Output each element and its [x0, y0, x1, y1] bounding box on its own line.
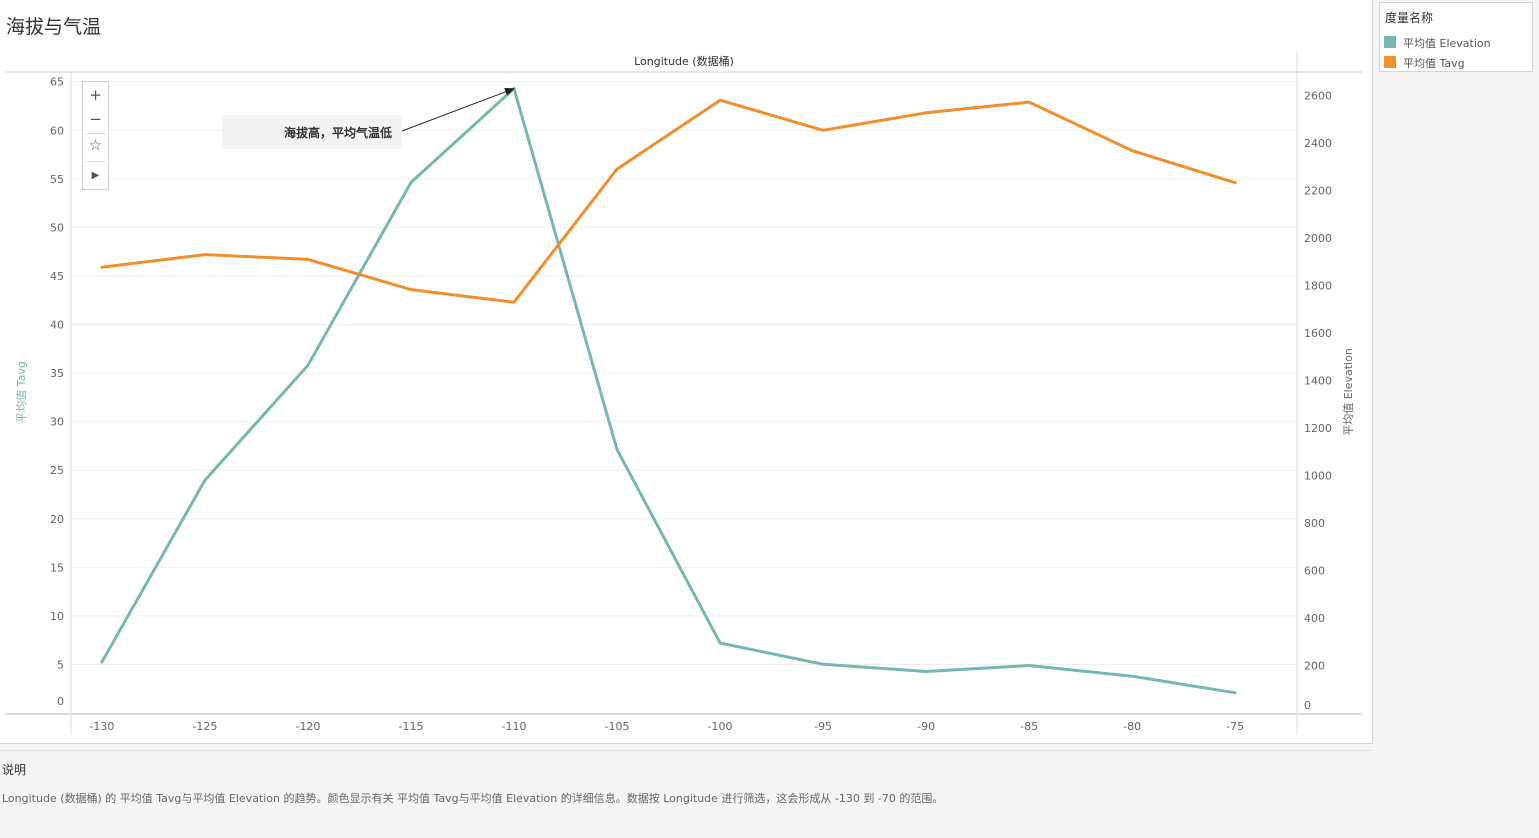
y-left-tick-label: 40: [50, 319, 64, 332]
series-lines: [100, 87, 1237, 695]
y-right-tick-label: 800: [1304, 517, 1325, 530]
worksheet-panel: 0 5 10 15 20 25 30 35 40 45 50 55 60 65 0 200 400 600 800 1…: [0, 0, 1373, 744]
legend-label-tavg: 平均值 Tavg: [1403, 57, 1465, 70]
minus-icon: −: [89, 110, 102, 128]
y-right-tick-label: 2400: [1304, 137, 1332, 150]
x-tick-label: -130: [89, 720, 114, 733]
y-left-tick-label: 60: [50, 124, 64, 137]
caption-panel: 说明 Longitude (数据桶) 的 平均值 Tavg与平均值 Elevat…: [0, 750, 1372, 837]
y-right-tick-label: 400: [1304, 612, 1325, 625]
y-left-tick-label: 5: [57, 658, 64, 671]
annotation-box[interactable]: 海拔高，平均气温低: [222, 115, 402, 149]
y-left-tick-label: 45: [50, 270, 64, 283]
y-right-tick-label: 1800: [1304, 280, 1332, 293]
axes: [5, 52, 1362, 735]
y-right-tick-label: 2000: [1304, 232, 1332, 245]
y-right-tick-label: 1200: [1304, 422, 1332, 435]
legend-swatch-elevation: [1384, 36, 1396, 48]
annotation-arrow: [401, 88, 515, 132]
series-line-elevation: [100, 87, 1237, 695]
legend-title: 度量名称: [1385, 11, 1434, 25]
play-button[interactable]: ▶: [83, 164, 108, 188]
y-right-tick-label: 2600: [1304, 90, 1332, 103]
y-left-tick-label: 10: [50, 610, 64, 623]
play-icon: ▶: [91, 170, 100, 181]
x-tick-label: -95: [814, 720, 832, 733]
pin-button[interactable]: ☆: [83, 133, 108, 157]
legend-item-tavg[interactable]: 平均值 Tavg: [1384, 54, 1530, 70]
legend-panel: 度量名称 平均值 Elevation 平均值 Tavg: [1379, 2, 1533, 72]
tick-labels: 0 5 10 15 20 25 30 35 40 45 50 55 60 65 0 200 400 600 800 1…: [50, 76, 1332, 733]
x-tick-label: -90: [917, 720, 935, 733]
toolbar-divider: [86, 133, 105, 134]
dual-axis-line-chart: 0 5 10 15 20 25 30 35 40 45 50 55 60 65 0 200 400 600 800 1…: [5, 52, 1362, 735]
y-right-axis-title: 平均值 Elevation: [1342, 348, 1355, 436]
y-right-tick-label: 1000: [1304, 470, 1332, 483]
zoom-in-button[interactable]: +: [83, 83, 108, 107]
y-left-tick-label: 25: [50, 464, 64, 477]
x-tick-label: -75: [1226, 720, 1244, 733]
y-left-tick-label: 20: [50, 513, 64, 526]
y-right-tick-label: 1600: [1304, 327, 1332, 340]
pin-icon: ☆: [88, 136, 103, 154]
x-tick-label: -115: [398, 720, 423, 733]
annotation-arrow-line: [401, 88, 515, 132]
y-left-axis-title: 平均值 Tavg: [15, 361, 28, 423]
view-toolbar: + − ☆ ▶: [82, 81, 109, 190]
x-tick-label: -110: [502, 720, 527, 733]
x-axis-title: Longitude (数据桶): [634, 54, 734, 68]
y-left-tick-label: 65: [50, 76, 64, 89]
toolbar-divider: [86, 161, 105, 162]
legend-label-elevation: 平均值 Elevation: [1403, 37, 1491, 50]
zoom-out-button[interactable]: −: [83, 107, 108, 131]
y-left-tick-label: 30: [50, 416, 64, 429]
plus-icon: +: [89, 86, 102, 104]
x-tick-label: -125: [192, 720, 217, 733]
caption-title: 说明: [2, 763, 27, 777]
y-right-tick-label: 1400: [1304, 375, 1332, 388]
y-left-tick-label: 0: [57, 695, 64, 708]
y-left-tick-label: 35: [50, 367, 64, 380]
x-tick-label: -85: [1020, 720, 1038, 733]
series-line-tavg: [100, 98, 1237, 304]
y-left-tick-label: 55: [50, 173, 64, 186]
y-right-tick-label: 600: [1304, 565, 1325, 578]
y-left-tick-label: 15: [50, 561, 64, 574]
legend-item-elevation[interactable]: 平均值 Elevation: [1384, 34, 1530, 50]
x-tick-label: -100: [708, 720, 733, 733]
y-left-tick-label: 50: [50, 221, 64, 234]
caption-text: Longitude (数据桶) 的 平均值 Tavg与平均值 Elevation…: [2, 792, 944, 805]
y-right-tick-label: 0: [1304, 699, 1311, 712]
legend-swatch-tavg: [1384, 56, 1396, 68]
y-right-tick-label: 200: [1304, 660, 1325, 673]
sheet-title: 海拔与气温: [6, 16, 102, 38]
x-tick-label: -80: [1123, 720, 1141, 733]
y-right-tick-label: 2200: [1304, 185, 1332, 198]
annotation-text: 海拔高，平均气温低: [283, 126, 392, 140]
x-tick-label: -120: [295, 720, 320, 733]
x-tick-label: -105: [605, 720, 630, 733]
